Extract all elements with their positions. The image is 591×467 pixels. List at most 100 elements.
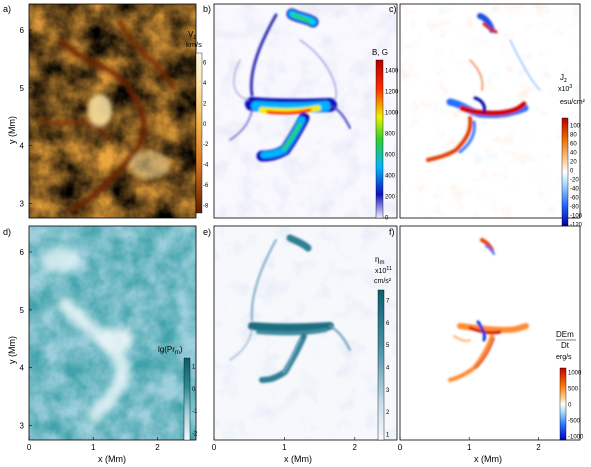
colorbar-tick-label: -100 bbox=[570, 214, 583, 220]
colorbar-tick-label: 500 bbox=[568, 387, 579, 393]
colorbar-tick-label: 1 bbox=[386, 433, 390, 439]
panel-a-image bbox=[29, 4, 196, 218]
panel-b-colorbar bbox=[375, 59, 384, 219]
panel-e-letter: e) bbox=[203, 227, 211, 237]
panel-c-colorbar bbox=[561, 117, 569, 227]
panel-d-frame bbox=[28, 225, 197, 441]
panel-f-colorbar bbox=[559, 367, 567, 441]
colorbar-tick-label: -120 bbox=[570, 223, 583, 229]
colorbar-tick-label: 5 bbox=[386, 343, 390, 349]
colorbar-tick-label: -6 bbox=[203, 183, 209, 189]
colorbar-tick-label: 20 bbox=[570, 160, 577, 166]
panel-c-cb-extra: esu/cm² bbox=[560, 99, 586, 106]
colorbar-tick-label: 600 bbox=[385, 153, 396, 159]
panel-e-cb-ticks: 7 6 5 4 3 2 1 bbox=[386, 299, 390, 439]
panel-f-letter: f) bbox=[389, 227, 395, 237]
x-tick-label: 0 bbox=[27, 443, 32, 452]
y-tick-label: 4 bbox=[20, 142, 25, 151]
colorbar-tick-label: -20 bbox=[570, 178, 579, 184]
panel-c: c) Jz x103 esu/cm² 100 80 60 40 20 0 -20 -40 -60… bbox=[389, 3, 586, 229]
colorbar-tick-label: 6 bbox=[203, 61, 207, 67]
panel-b-image bbox=[214, 4, 397, 218]
panel-d-cb-ticks: 1 0 -1 -2 bbox=[192, 365, 198, 438]
colorbar-tick-label: 4 bbox=[386, 366, 390, 372]
colorbar-tick-label: -2 bbox=[203, 142, 209, 148]
colorbar-tick-label: -60 bbox=[570, 196, 579, 202]
colorbar-tick-label: 0 bbox=[570, 169, 574, 175]
panel-b: b) B, G 1400 1200 1000 800 600 400 200 0 bbox=[203, 3, 399, 222]
panel-c-frame bbox=[399, 3, 581, 219]
panel-e-image bbox=[214, 226, 397, 440]
colorbar-tick-label: 400 bbox=[385, 174, 396, 180]
panel-b-cb-title: B, G bbox=[372, 48, 388, 57]
x-axes: 0 1 2 0 1 2 0 1 2 bbox=[27, 437, 541, 452]
colorbar-tick-label: 0 bbox=[203, 122, 207, 128]
x-axis-label-f: x (Mm) bbox=[474, 454, 502, 464]
x-tick-label: 0 bbox=[398, 443, 403, 452]
y-tick-label: 6 bbox=[20, 26, 25, 35]
x-tick-label: 1 bbox=[467, 443, 472, 452]
colorbar-tick-label: 60 bbox=[570, 142, 577, 148]
x-axis-label-d: x (Mm) bbox=[98, 454, 126, 464]
colorbar-tick-label: 3 bbox=[386, 388, 390, 394]
panel-f-image bbox=[400, 226, 580, 440]
panel-b-cb-ticks: 1400 1200 1000 800 600 400 200 0 bbox=[385, 69, 399, 222]
panel-c-letter: c) bbox=[389, 4, 397, 14]
y-tick-label: 5 bbox=[20, 306, 25, 315]
panel-d: d) lg(Prm) 1 0 -1 -2 bbox=[3, 225, 198, 441]
y-tick-label: 5 bbox=[20, 84, 25, 93]
colorbar-tick-label: 40 bbox=[570, 151, 577, 157]
panel-e-frame bbox=[213, 225, 398, 441]
colorbar-tick-label: 1000 bbox=[385, 111, 399, 117]
y-axis-label-top: y (Mm) bbox=[7, 116, 17, 144]
panel-c-image bbox=[400, 4, 580, 218]
panel-c-cb-units: x103 bbox=[558, 84, 572, 93]
panel-d-colorbar bbox=[183, 357, 191, 441]
colorbar-tick-label: 6 bbox=[386, 321, 390, 327]
panel-e-cb-units: x1011 bbox=[375, 266, 392, 275]
panel-a-colorbar bbox=[195, 52, 203, 214]
colorbar-tick-label: -8 bbox=[203, 204, 209, 210]
panel-c-cb-ticks: 100 80 60 40 20 0 -20 -40 -60 -80 -100 -120 bbox=[570, 124, 583, 229]
panel-f-frame bbox=[399, 225, 581, 441]
y-axes: 3 4 5 6 3 4 5 6 bbox=[20, 26, 32, 431]
panel-e-cb-extra: cm/s² bbox=[374, 278, 392, 285]
panel-a-cb-title: Vz bbox=[188, 30, 196, 41]
colorbar-tick-label: 1000 bbox=[568, 371, 582, 377]
colorbar-tick-label: 2 bbox=[386, 410, 390, 416]
x-tick-label: 2 bbox=[536, 443, 541, 452]
panel-b-letter: b) bbox=[203, 4, 211, 14]
x-tick-label: 1 bbox=[282, 443, 287, 452]
colorbar-tick-label: 0 bbox=[385, 216, 389, 222]
colorbar-tick-label: 2 bbox=[203, 101, 207, 107]
colorbar-tick-label: 1200 bbox=[385, 90, 399, 96]
panel-e-cb-title: ηm bbox=[375, 255, 384, 266]
x-tick-label: 1 bbox=[91, 443, 96, 452]
panel-b-frame bbox=[213, 3, 398, 219]
colorbar-tick-label: -4 bbox=[203, 163, 209, 169]
y-tick-label: 6 bbox=[20, 248, 25, 257]
colorbar-tick-label: 0 bbox=[568, 403, 572, 409]
y-axis-label-bottom: y (Mm) bbox=[7, 336, 17, 364]
panel-f-cb-extra: erg/s bbox=[556, 354, 572, 361]
colorbar-tick-label: 0 bbox=[192, 387, 196, 393]
panel-d-letter: d) bbox=[3, 227, 11, 237]
panel-f-cb-title: DEm bbox=[556, 330, 574, 339]
colorbar-tick-label: -1000 bbox=[568, 435, 584, 441]
colorbar-tick-label: 7 bbox=[386, 299, 390, 305]
colorbar-tick-label: 1400 bbox=[385, 69, 399, 75]
y-tick-label: 4 bbox=[20, 364, 25, 373]
colorbar-tick-label: 80 bbox=[570, 133, 577, 139]
panel-c-cb-title: Jz bbox=[560, 73, 567, 84]
panel-f: f) DEm Dt erg/s 1000 500 0 -500 -1000 bbox=[389, 225, 584, 441]
panel-a: a) Vz km/s 6 4 2 0 -2 -4 -6 -8 bbox=[3, 3, 209, 219]
panel-d-cb-title: lg(Prm) bbox=[158, 345, 183, 356]
x-tick-label: 2 bbox=[353, 443, 358, 452]
colorbar-tick-label: -1 bbox=[192, 409, 198, 415]
panel-f-cb-units: Dt bbox=[561, 341, 570, 350]
panel-d-image bbox=[29, 226, 196, 440]
colorbar-tick-label: -40 bbox=[570, 187, 579, 193]
colorbar-tick-label: 100 bbox=[570, 124, 581, 130]
panel-e-colorbar bbox=[377, 289, 385, 441]
